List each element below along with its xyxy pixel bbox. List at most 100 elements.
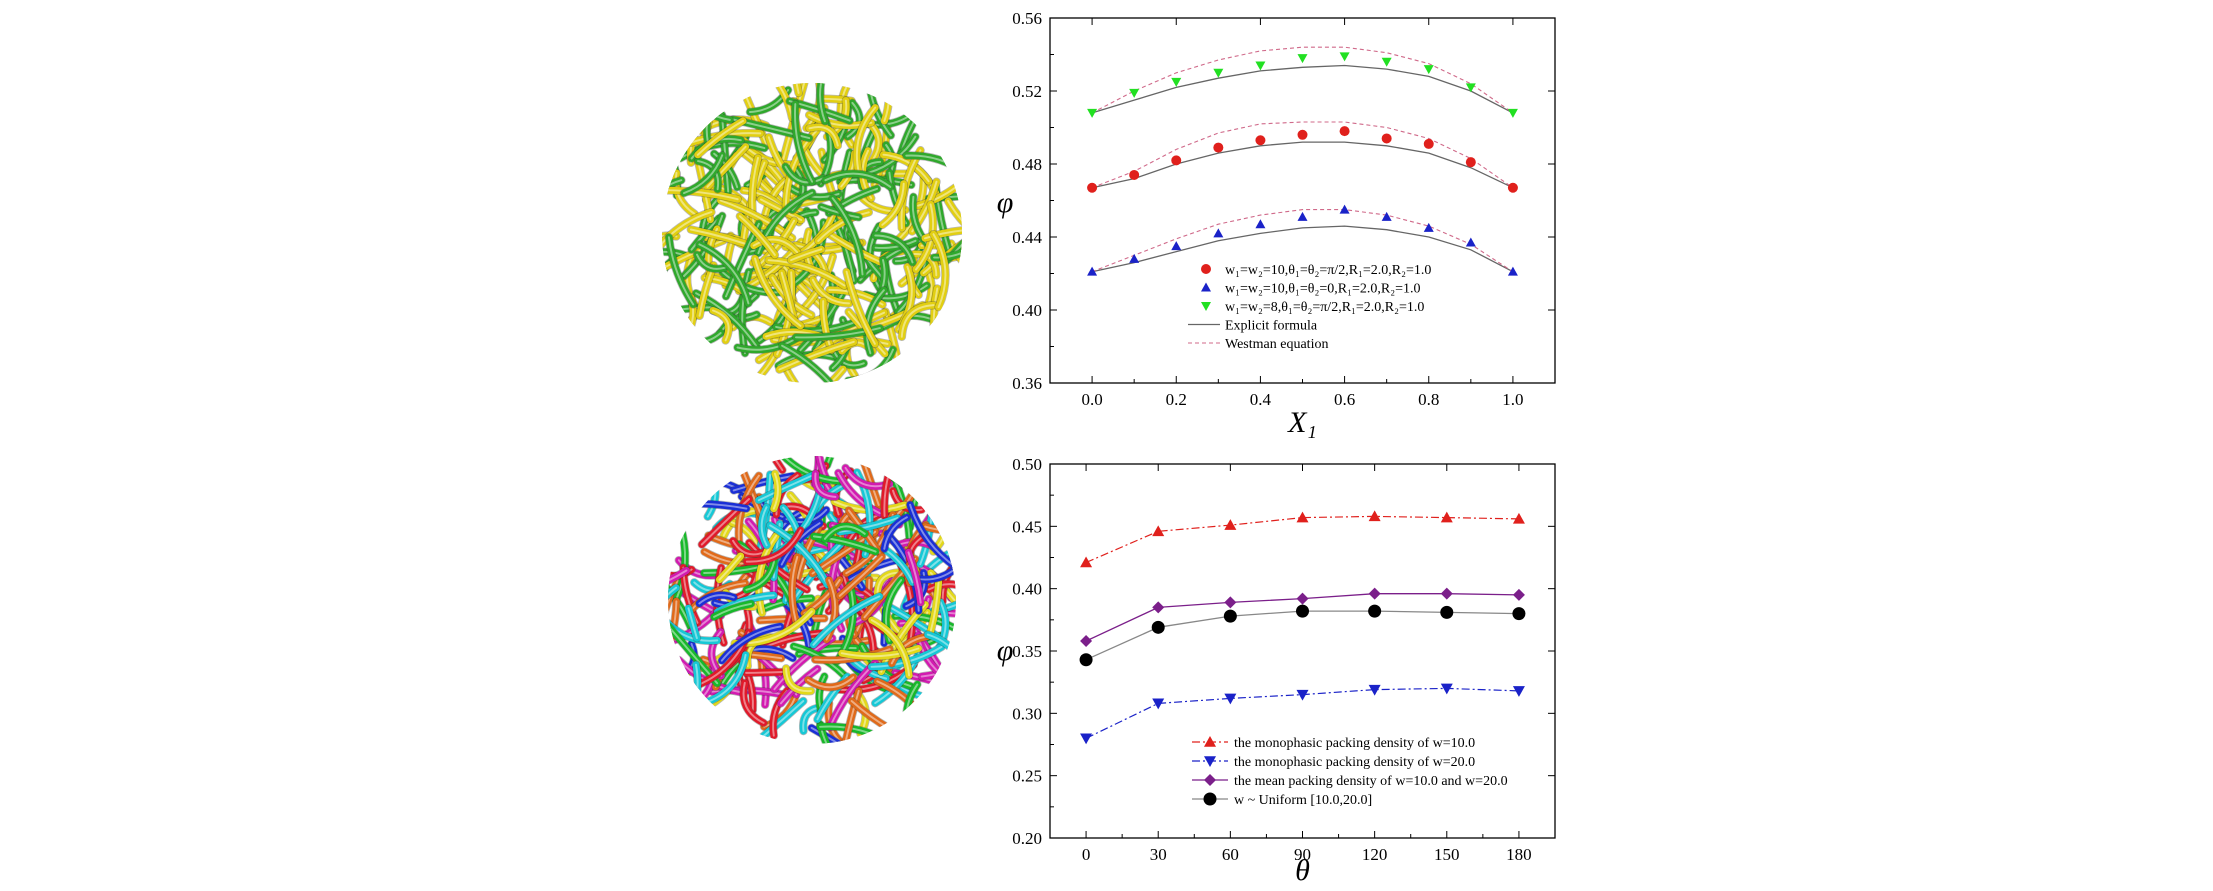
data-point <box>1255 61 1266 71</box>
fiber <box>824 699 859 744</box>
data-point <box>1255 135 1266 146</box>
fiber <box>662 208 715 253</box>
fiber <box>878 180 908 229</box>
fiber <box>672 169 699 218</box>
explicit-formula-line <box>1091 225 1514 273</box>
fiber-highlight <box>757 534 778 614</box>
fiber-highlight <box>738 215 776 256</box>
fiber <box>703 143 750 191</box>
data-point <box>1512 588 1525 601</box>
fiber-highlight <box>909 503 956 569</box>
fiber <box>782 365 827 383</box>
fiber-highlight <box>926 270 933 304</box>
fiber <box>924 267 935 307</box>
fiber-highlight <box>760 198 803 221</box>
data-point <box>1339 52 1350 62</box>
x-axis-label: θ <box>1295 854 1310 886</box>
x-tick-label: 0.0 <box>1081 390 1102 409</box>
fiber <box>888 633 931 667</box>
data-point <box>1080 733 1093 745</box>
fiber-packing-render-bottom <box>668 456 956 744</box>
fiber <box>662 303 721 322</box>
data-point <box>1507 266 1518 276</box>
fiber <box>823 456 860 469</box>
data-point <box>1129 253 1140 263</box>
fiber-highlight <box>927 583 956 599</box>
fiber <box>853 104 879 177</box>
data-point <box>1223 609 1237 623</box>
fiber <box>765 256 848 290</box>
fiber <box>836 553 886 600</box>
fiber <box>736 212 779 259</box>
legend-label: w₁=w₂=8,θ₁=θ₂=π/2,R₁=2.0,R₂=1.0 <box>1225 300 1424 315</box>
legend-label: the monophasic packing density of w=10.0 <box>1234 736 1475 751</box>
fiber-highlight <box>734 456 784 472</box>
data-point <box>1224 519 1237 530</box>
fiber <box>668 570 687 658</box>
fiber-highlight <box>752 238 799 254</box>
data-point <box>1423 222 1434 232</box>
data-point <box>1152 601 1165 614</box>
fiber-highlight <box>793 83 800 94</box>
fiber <box>729 345 782 383</box>
fiber <box>695 240 752 307</box>
fiber <box>729 537 769 558</box>
data-point <box>1152 525 1165 537</box>
data-point <box>1224 693 1237 705</box>
chart-bottom: 0 30 60 90 120 150 180 0.20 0.25 0.30 0.35 0.40 0.45… <box>997 455 1556 887</box>
fiber-highlight <box>833 351 865 367</box>
series-line <box>1085 515 1519 564</box>
data-point <box>1368 684 1381 696</box>
fiber <box>742 668 786 677</box>
fiber-highlight <box>683 154 724 195</box>
data-point <box>1213 68 1224 78</box>
fiber-highlight <box>947 200 962 247</box>
fiber <box>685 604 701 642</box>
fiber-highlight <box>817 456 830 481</box>
fiber <box>821 523 869 543</box>
fiber <box>740 679 768 727</box>
x-tick-label: 180 <box>1506 845 1532 864</box>
data-point <box>1087 108 1098 118</box>
fiber <box>782 664 815 695</box>
fiber-highlight <box>883 516 908 550</box>
fiber-highlight <box>732 539 767 556</box>
fiber-highlight <box>712 309 730 342</box>
fiber-highlight <box>808 126 839 147</box>
fiber <box>743 526 805 566</box>
data-point <box>1296 689 1309 701</box>
data-point <box>1204 736 1216 747</box>
fiber-shadow <box>921 456 956 529</box>
fiber <box>836 514 902 536</box>
fiber <box>927 578 943 635</box>
data-point <box>1465 83 1476 93</box>
fiber <box>695 591 738 607</box>
fiber-highlight <box>882 153 930 183</box>
fiber <box>782 163 827 186</box>
data-point <box>1368 604 1382 618</box>
fiber <box>742 555 778 594</box>
fiber <box>730 472 796 494</box>
fiber <box>809 592 883 649</box>
fiber <box>662 176 685 213</box>
fiber <box>758 503 771 549</box>
fiber <box>687 579 749 614</box>
data-point <box>1296 604 1309 618</box>
fiber-highlight <box>874 239 917 249</box>
fiber <box>843 268 879 348</box>
fiber-highlight <box>826 456 857 467</box>
fiber-highlight <box>807 676 855 689</box>
fiber <box>755 532 780 617</box>
fiber-highlight <box>742 681 765 724</box>
data-point <box>1171 155 1182 166</box>
fiber-highlight <box>745 558 776 591</box>
fiber-highlight <box>785 667 812 693</box>
fiber <box>755 470 820 504</box>
fiber <box>738 268 753 357</box>
fiber <box>905 548 925 607</box>
fiber-highlight <box>929 581 940 633</box>
fiber <box>788 553 801 624</box>
fiber <box>823 576 839 643</box>
fiber <box>668 584 680 653</box>
legend-label: the mean packing density of w=10.0 and w… <box>1234 774 1508 789</box>
